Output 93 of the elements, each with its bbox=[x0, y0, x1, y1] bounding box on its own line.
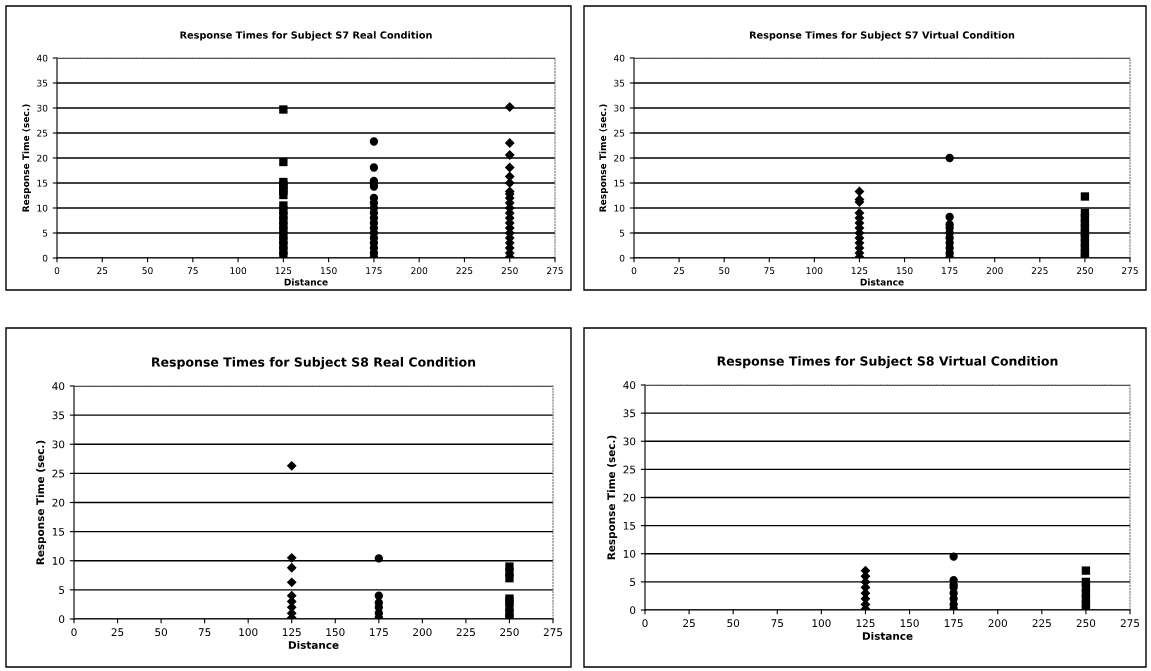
y-axis-title: Response Time (sec.) bbox=[36, 440, 47, 565]
x-tick-label: 75 bbox=[764, 267, 775, 275]
y-tick-label: 20 bbox=[623, 493, 636, 502]
x-tick-label: 250 bbox=[1076, 267, 1093, 275]
y-tick-label: 0 bbox=[630, 606, 636, 615]
x-tick-label: 0 bbox=[642, 619, 648, 628]
x-tick-label: 275 bbox=[543, 628, 563, 637]
y-tick-label: 30 bbox=[623, 437, 636, 446]
x-tick-label: 175 bbox=[944, 619, 963, 628]
x-tick-label: 100 bbox=[230, 267, 247, 275]
x-tick-label: 250 bbox=[501, 267, 518, 275]
chart-title: Response Times for Subject S8 Virtual Condition bbox=[717, 356, 1058, 369]
y-tick-label: 15 bbox=[52, 527, 65, 536]
y-tick-label: 0 bbox=[42, 254, 48, 262]
x-tick-label: 75 bbox=[198, 628, 211, 637]
x-tick-label: 50 bbox=[727, 619, 740, 628]
x-tick-label: 175 bbox=[942, 267, 958, 275]
y-axis-title: Response Time (sec.) bbox=[22, 104, 31, 212]
x-tick-label: 100 bbox=[806, 267, 823, 275]
chart-title: Response Times for Subject S8 Real Condition bbox=[152, 357, 476, 370]
x-tick-label: 25 bbox=[674, 267, 685, 275]
y-tick-label: 25 bbox=[614, 129, 625, 137]
y-tick-label: 10 bbox=[52, 556, 65, 565]
y-tick-label: 30 bbox=[52, 440, 65, 449]
x-tick-label: 275 bbox=[1120, 619, 1140, 628]
y-tick-label: 15 bbox=[614, 179, 625, 187]
y-tick-label: 5 bbox=[619, 229, 625, 237]
y-tick-label: 30 bbox=[37, 104, 48, 112]
y-tick-label: 40 bbox=[613, 54, 625, 62]
x-tick-label: 225 bbox=[1031, 267, 1048, 275]
x-tick-label: 100 bbox=[812, 619, 831, 628]
y-tick-label: 10 bbox=[37, 204, 48, 212]
x-tick-label: 150 bbox=[321, 267, 337, 275]
x-tick-label: 225 bbox=[456, 628, 475, 637]
x-tick-label: 200 bbox=[413, 628, 432, 637]
x-tick-label: 125 bbox=[282, 628, 301, 637]
x-tick-label: 25 bbox=[683, 619, 695, 628]
x-tick-label: 0 bbox=[71, 628, 77, 637]
chart-title: Response Times for Subject S7 Virtual Condition bbox=[749, 31, 1015, 41]
x-axis-title: Distance bbox=[860, 278, 904, 286]
x-tick-label: 275 bbox=[547, 267, 563, 275]
x-tick-label: 225 bbox=[1032, 619, 1051, 628]
x-tick-label: 200 bbox=[986, 267, 1003, 275]
x-tick-label: 25 bbox=[97, 267, 108, 275]
y-tick-label: 20 bbox=[614, 154, 625, 162]
x-tick-label: 100 bbox=[239, 628, 258, 637]
y-tick-label: 10 bbox=[614, 204, 625, 212]
x-tick-label: 150 bbox=[326, 628, 345, 637]
x-axis-title: Distance bbox=[288, 640, 339, 649]
chart-title: Response Times for Subject S7 Real Condition bbox=[180, 31, 432, 41]
x-tick-label: 200 bbox=[411, 267, 428, 275]
x-axis-title: Distance bbox=[862, 631, 913, 640]
y-tick-label: 0 bbox=[619, 254, 625, 262]
y-tick-label: 35 bbox=[37, 79, 48, 87]
y-axis-title: Response Time (sec.) bbox=[607, 435, 618, 560]
x-tick-label: 75 bbox=[187, 267, 198, 275]
x-tick-label: 250 bbox=[500, 628, 519, 637]
x-tick-label: 275 bbox=[1122, 267, 1138, 275]
y-tick-label: 25 bbox=[623, 465, 636, 474]
y-tick-label: 5 bbox=[630, 578, 636, 586]
x-tick-label: 225 bbox=[456, 267, 473, 275]
y-tick-label: 30 bbox=[614, 104, 625, 112]
y-tick-label: 40 bbox=[52, 382, 65, 391]
y-tick-label: 20 bbox=[52, 498, 65, 507]
x-tick-label: 250 bbox=[1076, 619, 1096, 628]
x-axis-title: Distance bbox=[284, 278, 328, 286]
y-tick-label: 35 bbox=[52, 411, 65, 420]
x-tick-label: 125 bbox=[856, 619, 875, 628]
y-tick-label: 15 bbox=[623, 521, 636, 530]
x-tick-label: 175 bbox=[366, 267, 382, 275]
y-tick-label: 40 bbox=[36, 54, 48, 62]
x-tick-label: 50 bbox=[155, 628, 168, 637]
y-tick-label: 5 bbox=[59, 586, 65, 594]
x-tick-label: 50 bbox=[719, 267, 730, 275]
x-tick-label: 150 bbox=[896, 267, 913, 275]
x-tick-label: 75 bbox=[771, 619, 783, 628]
y-tick-label: 10 bbox=[623, 549, 636, 558]
x-tick-label: 125 bbox=[275, 267, 292, 275]
y-tick-label: 5 bbox=[42, 229, 48, 237]
x-tick-label: 25 bbox=[111, 628, 124, 637]
x-tick-label: 200 bbox=[988, 619, 1007, 628]
y-tick-label: 20 bbox=[37, 154, 48, 162]
y-tick-label: 35 bbox=[623, 409, 636, 418]
y-tick-label: 15 bbox=[37, 179, 48, 187]
y-tick-label: 40 bbox=[623, 381, 636, 390]
y-tick-label: 35 bbox=[614, 79, 625, 87]
x-tick-label: 150 bbox=[900, 619, 919, 628]
x-tick-label: 125 bbox=[851, 267, 868, 275]
x-tick-label: 50 bbox=[142, 267, 153, 275]
y-axis-title: Response Time (sec.) bbox=[599, 104, 608, 212]
y-tick-label: 25 bbox=[37, 129, 48, 137]
x-tick-label: 175 bbox=[370, 628, 388, 637]
y-tick-label: 25 bbox=[52, 469, 65, 478]
